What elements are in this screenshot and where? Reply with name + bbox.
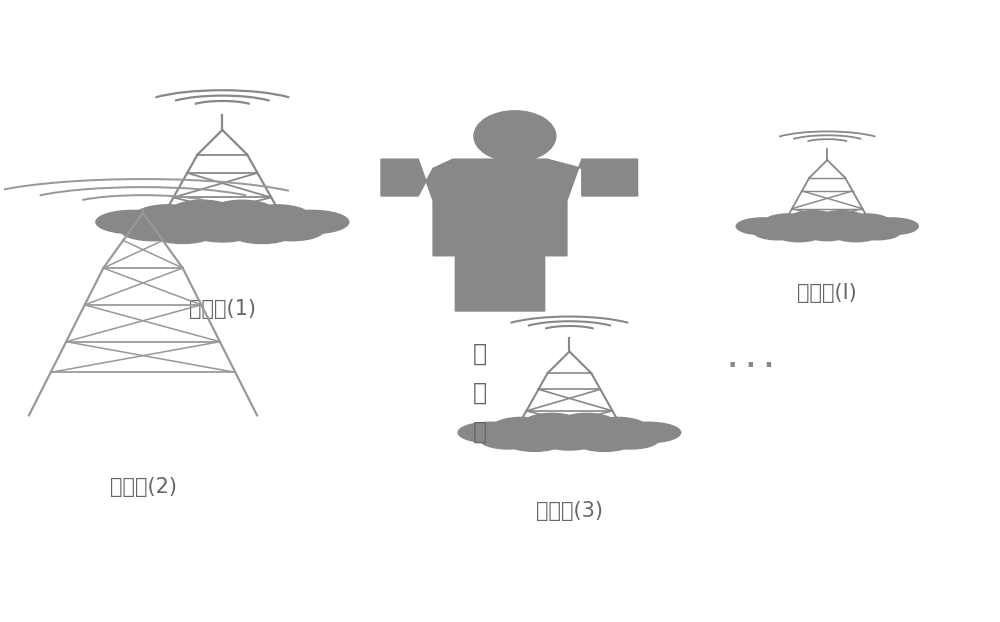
Ellipse shape [817,211,867,231]
Text: 次
用
户: 次 用 户 [473,341,487,444]
Ellipse shape [854,225,900,240]
Text: 主用户(2): 主用户(2) [110,476,177,497]
Ellipse shape [242,205,312,231]
Ellipse shape [121,220,185,241]
Ellipse shape [153,225,212,243]
Ellipse shape [834,228,877,242]
Ellipse shape [541,431,598,450]
Ellipse shape [578,435,631,452]
Ellipse shape [480,430,537,449]
Ellipse shape [491,417,552,440]
Ellipse shape [615,422,681,443]
Ellipse shape [804,225,850,241]
Ellipse shape [232,225,292,243]
Ellipse shape [274,210,349,234]
Text: 主用户(I): 主用户(I) [797,284,857,304]
Text: 主用户(1): 主用户(1) [189,299,256,318]
Polygon shape [381,159,638,311]
Ellipse shape [96,210,170,234]
Ellipse shape [763,214,813,233]
Ellipse shape [458,422,524,443]
Ellipse shape [587,417,648,440]
Ellipse shape [736,218,790,234]
Ellipse shape [207,200,277,228]
Text: . . .: . . . [728,348,774,372]
Circle shape [474,111,556,162]
Ellipse shape [754,225,800,240]
Ellipse shape [842,214,892,233]
Ellipse shape [865,218,918,234]
Ellipse shape [602,430,659,449]
Ellipse shape [190,220,255,242]
Ellipse shape [508,435,561,452]
Ellipse shape [777,228,820,242]
Ellipse shape [133,205,203,231]
Ellipse shape [521,414,583,438]
Ellipse shape [788,211,838,231]
Text: 主用户(3): 主用户(3) [536,501,603,521]
Ellipse shape [556,414,617,438]
Ellipse shape [260,220,324,241]
Ellipse shape [168,200,237,228]
